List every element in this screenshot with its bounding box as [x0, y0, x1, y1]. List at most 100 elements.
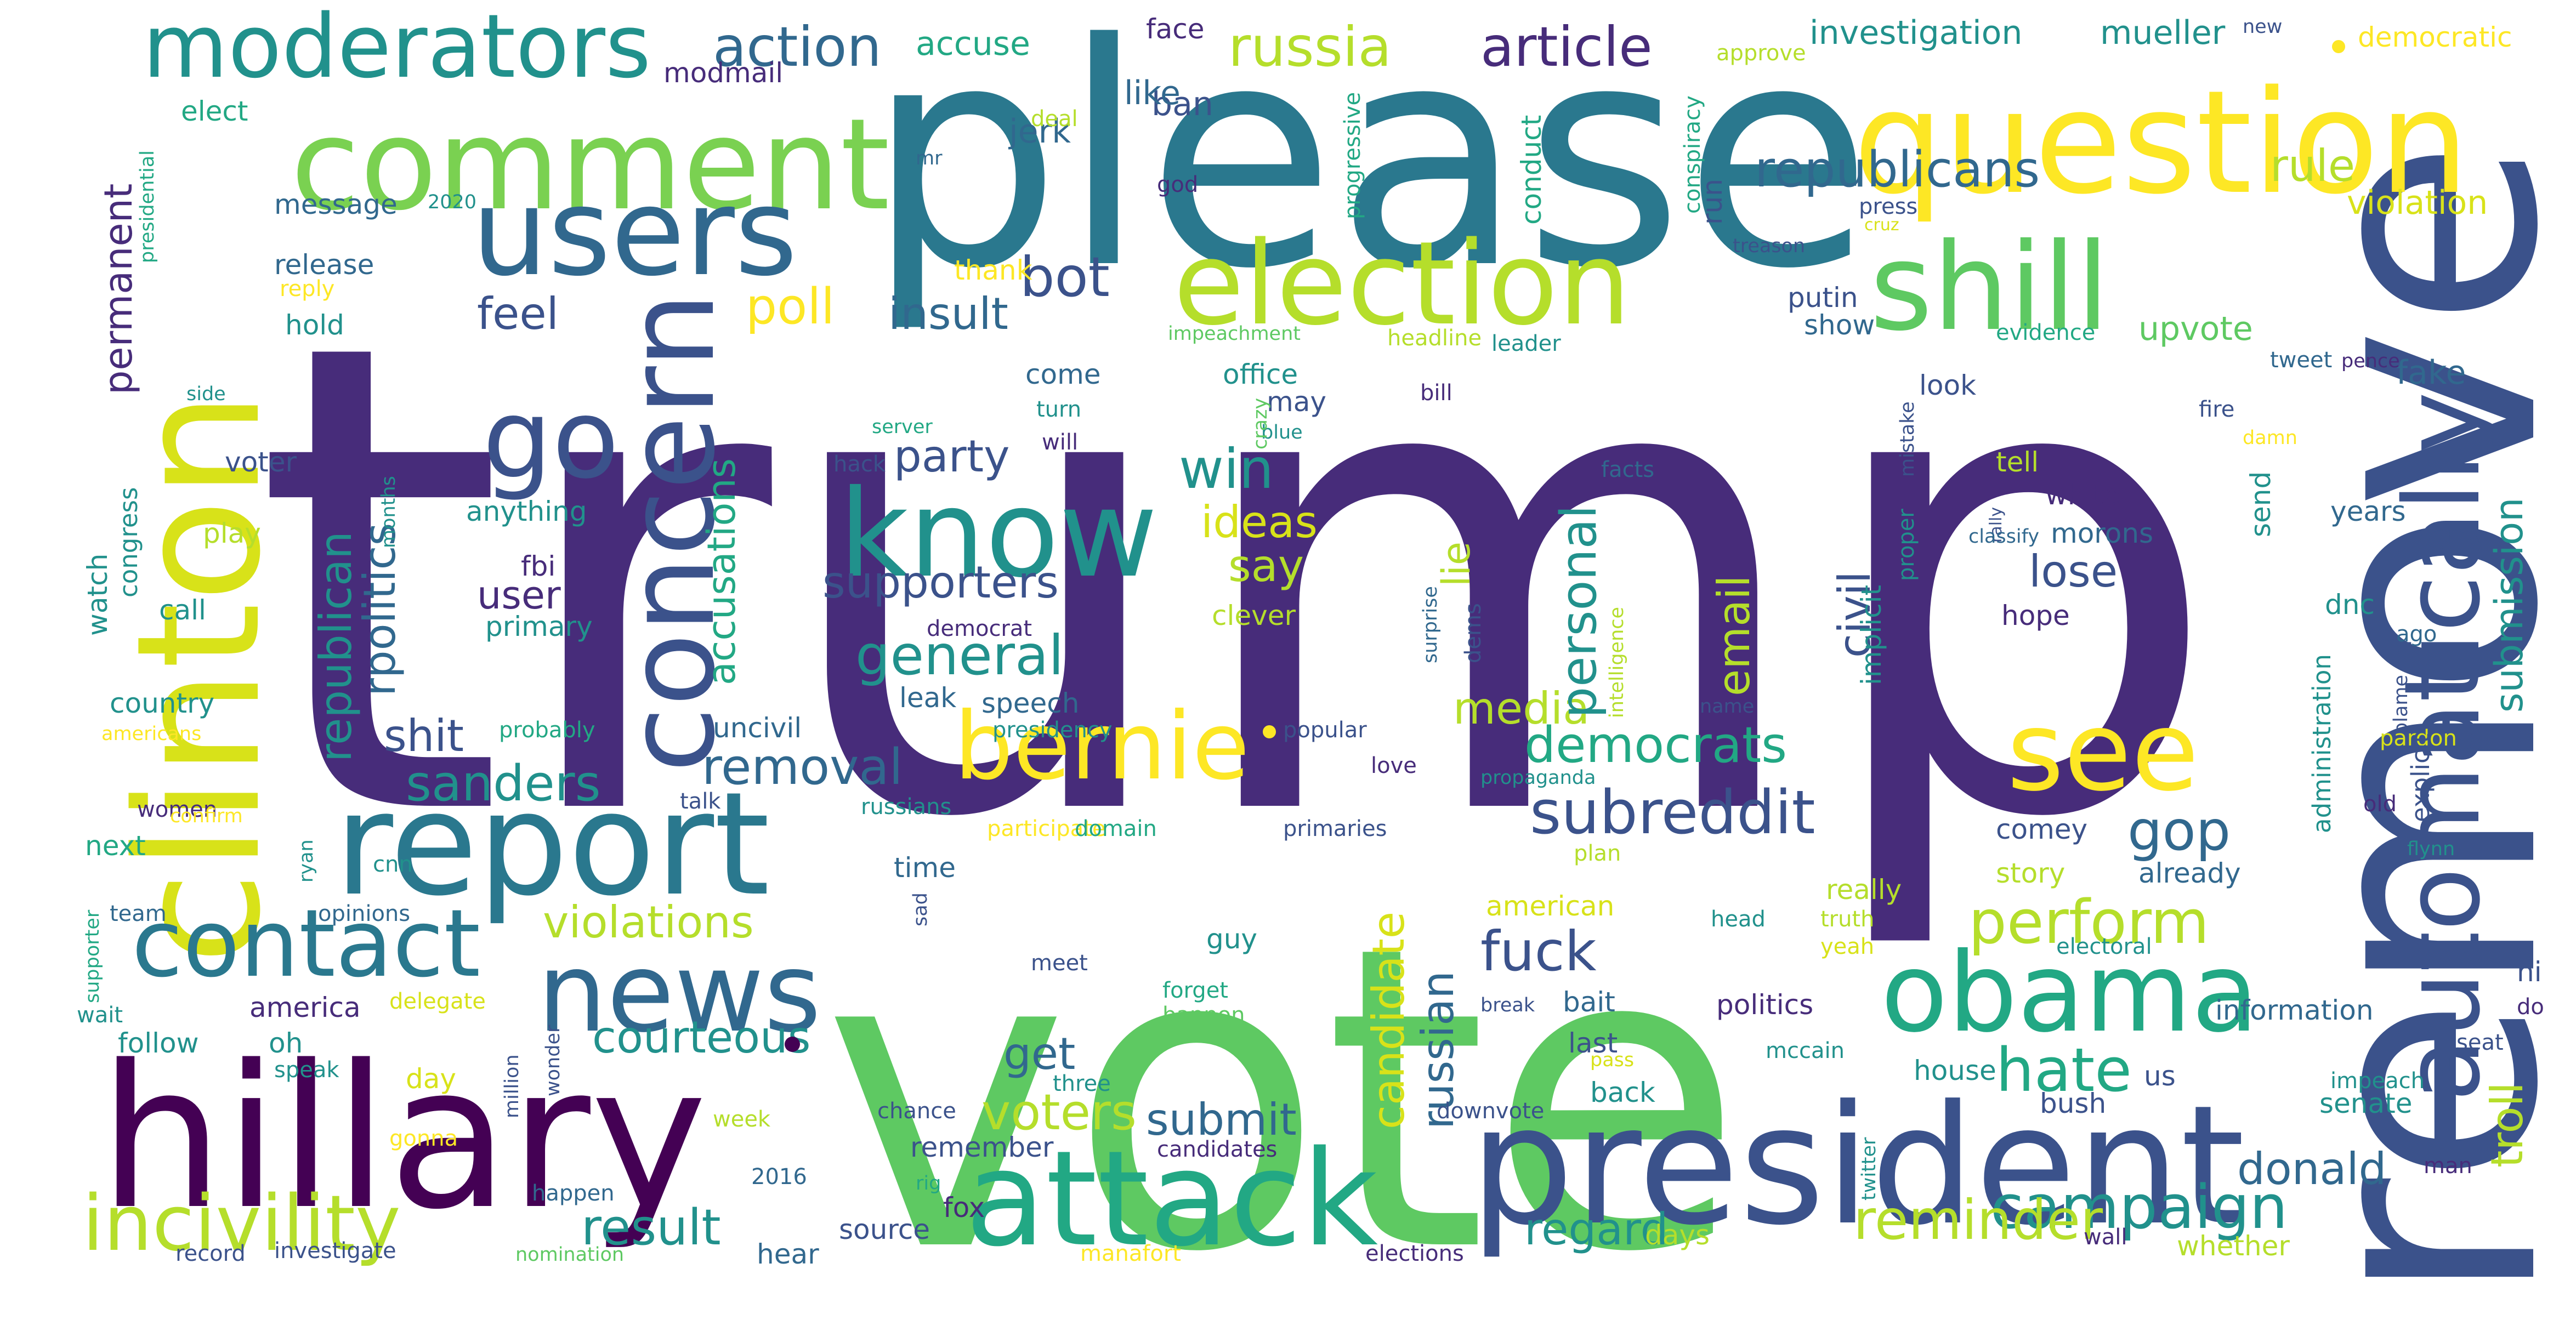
word-fake: fake — [2396, 354, 2466, 392]
word-day: day — [406, 1063, 456, 1095]
word-cruz: cruz — [1864, 215, 1899, 235]
word-dnc: dnc — [2325, 589, 2375, 621]
word-source: source — [839, 1214, 930, 1245]
word-evidence: evidence — [1996, 320, 2095, 345]
word-guy: guy — [1206, 923, 1257, 955]
word-chance: chance — [877, 1099, 956, 1124]
word-god: god — [1157, 172, 1198, 197]
word-conduct: conduct — [1516, 115, 1547, 225]
word-bait: bait — [1563, 986, 1615, 1018]
word-delegate: delegate — [389, 989, 486, 1014]
word-bannon: bannon — [1162, 1003, 1245, 1028]
word-probably: probably — [499, 718, 595, 743]
word-break: break — [1480, 994, 1535, 1016]
word-modmail: modmail — [663, 57, 783, 89]
word-story: story — [1996, 857, 2065, 889]
word-media: media — [1453, 683, 1590, 734]
word-office: office — [1223, 359, 1298, 390]
word-automatically: automatically — [2382, 392, 2503, 1102]
word-get: get — [1003, 1028, 1075, 1079]
word-ban: ban — [1151, 85, 1213, 123]
word-happen: happen — [532, 1181, 615, 1206]
word-server: server — [872, 416, 933, 438]
word-gonna: gonna — [389, 1126, 458, 1151]
word-explicit: explicit — [2406, 733, 2435, 822]
word-congress: congress — [114, 487, 143, 598]
word-clinton: clinton — [100, 391, 298, 965]
word-popular: popular — [1283, 718, 1367, 743]
word-last: last — [1568, 1027, 1618, 1059]
word-rig: rig — [916, 1173, 941, 1194]
word-please: please — [866, 0, 1873, 336]
word-voter: voter — [225, 446, 297, 478]
word-whether: whether — [2177, 1230, 2290, 1262]
word-new: new — [2243, 16, 2282, 38]
word-bernie: bernie — [954, 692, 1250, 801]
word-hate: hate — [1996, 1035, 2132, 1105]
word-democrat: democrat — [927, 616, 1032, 641]
word-president: president — [1469, 1070, 2245, 1261]
word-approve: approve — [1716, 41, 1806, 66]
word-turn: turn — [1036, 397, 1081, 422]
word-primaries: primaries — [1283, 816, 1387, 841]
word-violation: violation — [2347, 184, 2488, 222]
word-deal: deal — [1031, 106, 1078, 132]
word-impeachment: impeachment — [1168, 323, 1301, 345]
word-plan: plan — [1574, 841, 1621, 866]
word-concern: concern — [601, 292, 741, 773]
word-show: show — [1804, 309, 1875, 341]
word-participate: participate — [987, 816, 1105, 841]
word-name: name — [1700, 696, 1754, 718]
word-may: may — [1267, 386, 1326, 418]
word-rally: rally — [1987, 507, 2006, 543]
word-ryan: ryan — [296, 839, 317, 883]
word-facts: facts — [1601, 457, 1654, 482]
word-bush: bush — [2040, 1088, 2106, 1119]
word-months: months — [378, 476, 400, 548]
word-remove: remove — [2249, 139, 2576, 1305]
word-call: call — [159, 594, 206, 626]
word-three: three — [1053, 1071, 1111, 1096]
word-message: message — [274, 189, 398, 220]
word-confirm: confirm — [170, 805, 243, 827]
dot-mark — [2332, 40, 2345, 53]
word-trump: trump — [252, 206, 2223, 959]
word-removal: removal — [702, 738, 903, 796]
word-leak: leak — [899, 682, 956, 714]
word-hack: hack — [833, 452, 886, 477]
word-watch: watch — [82, 554, 114, 636]
word-thank: thank — [954, 254, 1032, 286]
word-accusations: accusations — [699, 458, 744, 685]
word-man: man — [2424, 1153, 2472, 1179]
word-fire: fire — [2199, 397, 2234, 422]
word-russians: russians — [861, 794, 951, 820]
word-regard: regard — [1524, 1204, 1668, 1255]
word-primary: primary — [485, 611, 593, 642]
word-intelligence: intelligence — [1606, 607, 1628, 718]
word-cnn: cnn — [373, 852, 413, 877]
word-users: users — [472, 162, 797, 303]
word-already: already — [2138, 857, 2241, 889]
word-will: will — [1042, 430, 1078, 455]
word-perform: perform — [1968, 887, 2209, 957]
word-democratic: democratic — [2358, 21, 2512, 53]
word-attack: attack — [965, 1122, 1378, 1276]
word-morons: morons — [2051, 517, 2153, 549]
word-record: record — [175, 1241, 246, 1266]
word-ago: ago — [2396, 622, 2437, 647]
word-impeach: impeach — [2330, 1068, 2425, 1094]
word-hear: hear — [757, 1238, 819, 1270]
word-civil: civil — [1829, 571, 1880, 658]
word-crazy: crazy — [1250, 398, 1272, 450]
word-wait: wait — [77, 1003, 123, 1028]
word-hillary: hillary — [99, 1023, 707, 1253]
word-american: american — [1486, 890, 1614, 922]
word-administration: administration — [2307, 654, 2336, 833]
word-manafort: manafort — [1080, 1241, 1181, 1266]
word-submit: submit — [1146, 1094, 1297, 1145]
word-meet: meet — [1031, 951, 1088, 976]
word-rule: rule — [2270, 140, 2355, 191]
